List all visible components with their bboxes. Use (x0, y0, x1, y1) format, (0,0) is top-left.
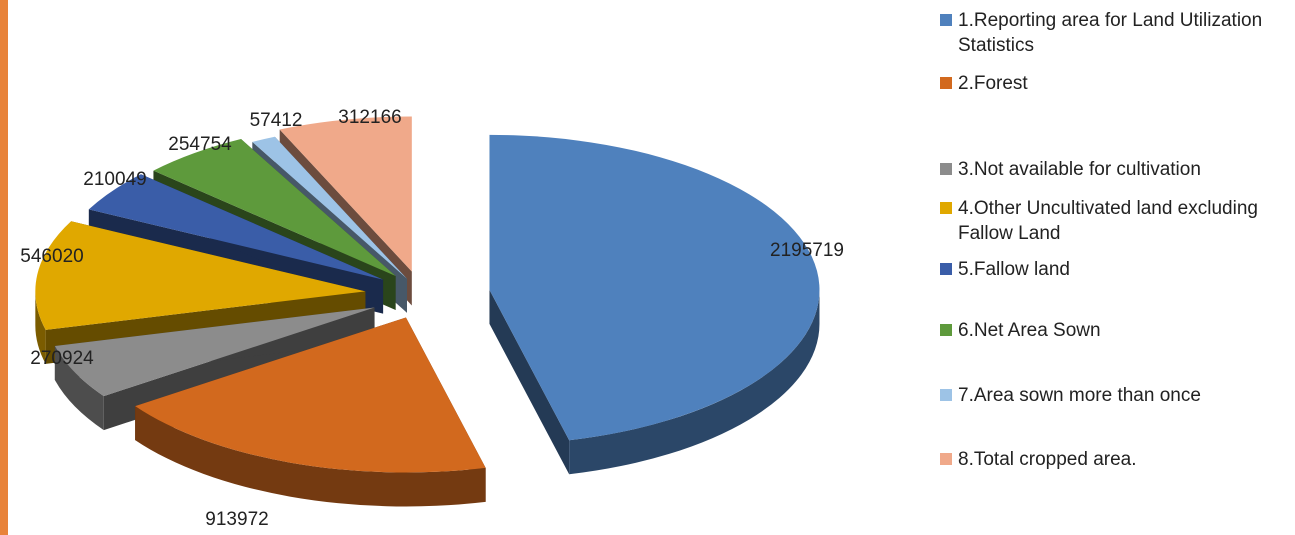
legend-label: 2.Forest (958, 73, 1028, 94)
slice-top-face (54, 307, 375, 397)
legend-swatch (940, 77, 952, 89)
slice-rim (135, 406, 486, 507)
legend-swatch (940, 163, 952, 175)
legend-swatch (940, 453, 952, 465)
data-label-6: 254754 (168, 134, 232, 155)
legend-label: 1.Reporting area for Land Utilization St… (958, 10, 1263, 56)
legend-item-8: 8.Total cropped area. (940, 447, 1288, 472)
legend-label: 5.Fallow land (958, 259, 1070, 280)
legend-swatch (940, 263, 952, 275)
legend-item-5: 5.Fallow land (940, 257, 1288, 282)
legend-swatch (940, 14, 952, 26)
legend-item-7: 7.Area sown more than once (940, 383, 1288, 408)
data-label-2: 913972 (205, 509, 268, 530)
data-label-3: 270924 (30, 348, 94, 369)
pie-chart: 2195719 913972 270924 546020 210049 254754 574… (20, 107, 844, 530)
legend-swatch (940, 324, 952, 336)
slice-top-face (135, 317, 486, 473)
slice-top-face (279, 116, 412, 272)
legend-item-4: 4.Other Uncultivated land excluding Fall… (940, 196, 1288, 246)
legend-label: 3.Not available for cultivation (958, 159, 1201, 180)
data-label-7: 57412 (250, 110, 303, 131)
data-label-5: 210049 (83, 169, 146, 190)
legend-label: 7.Area sown more than once (958, 385, 1201, 406)
data-label-1: 2195719 (770, 240, 844, 261)
legend-label: 6.Net Area Sown (958, 320, 1101, 341)
legend-item-6: 6.Net Area Sown (940, 318, 1288, 343)
legend-label: 8.Total cropped area. (958, 449, 1137, 470)
left-accent-bar (0, 0, 8, 535)
slice-rim (569, 289, 820, 475)
legend-item-2: 2.Forest (940, 71, 1288, 96)
slice-side-wall (489, 289, 570, 475)
slice-top-face (35, 221, 366, 330)
legend-label: 4.Other Uncultivated land excluding Fall… (958, 198, 1258, 244)
slice-rim (54, 345, 104, 431)
legend-item-1: 1.Reporting area for Land Utilization St… (940, 8, 1288, 58)
pie-slice-1 (489, 134, 820, 475)
legend-item-3: 3.Not available for cultivation (940, 157, 1288, 182)
chart-legend: 1.Reporting area for Land Utilization St… (940, 0, 1290, 535)
pie-slice-2 (135, 317, 486, 507)
slice-rim (35, 291, 46, 364)
slice-top-face (252, 136, 407, 279)
slice-top-face (153, 139, 396, 276)
slice-top-face (489, 134, 820, 441)
legend-swatch (940, 202, 952, 214)
data-label-8: 312166 (338, 107, 401, 128)
data-label-4: 546020 (20, 246, 83, 267)
legend-swatch (940, 389, 952, 401)
slice-top-face (88, 174, 384, 280)
